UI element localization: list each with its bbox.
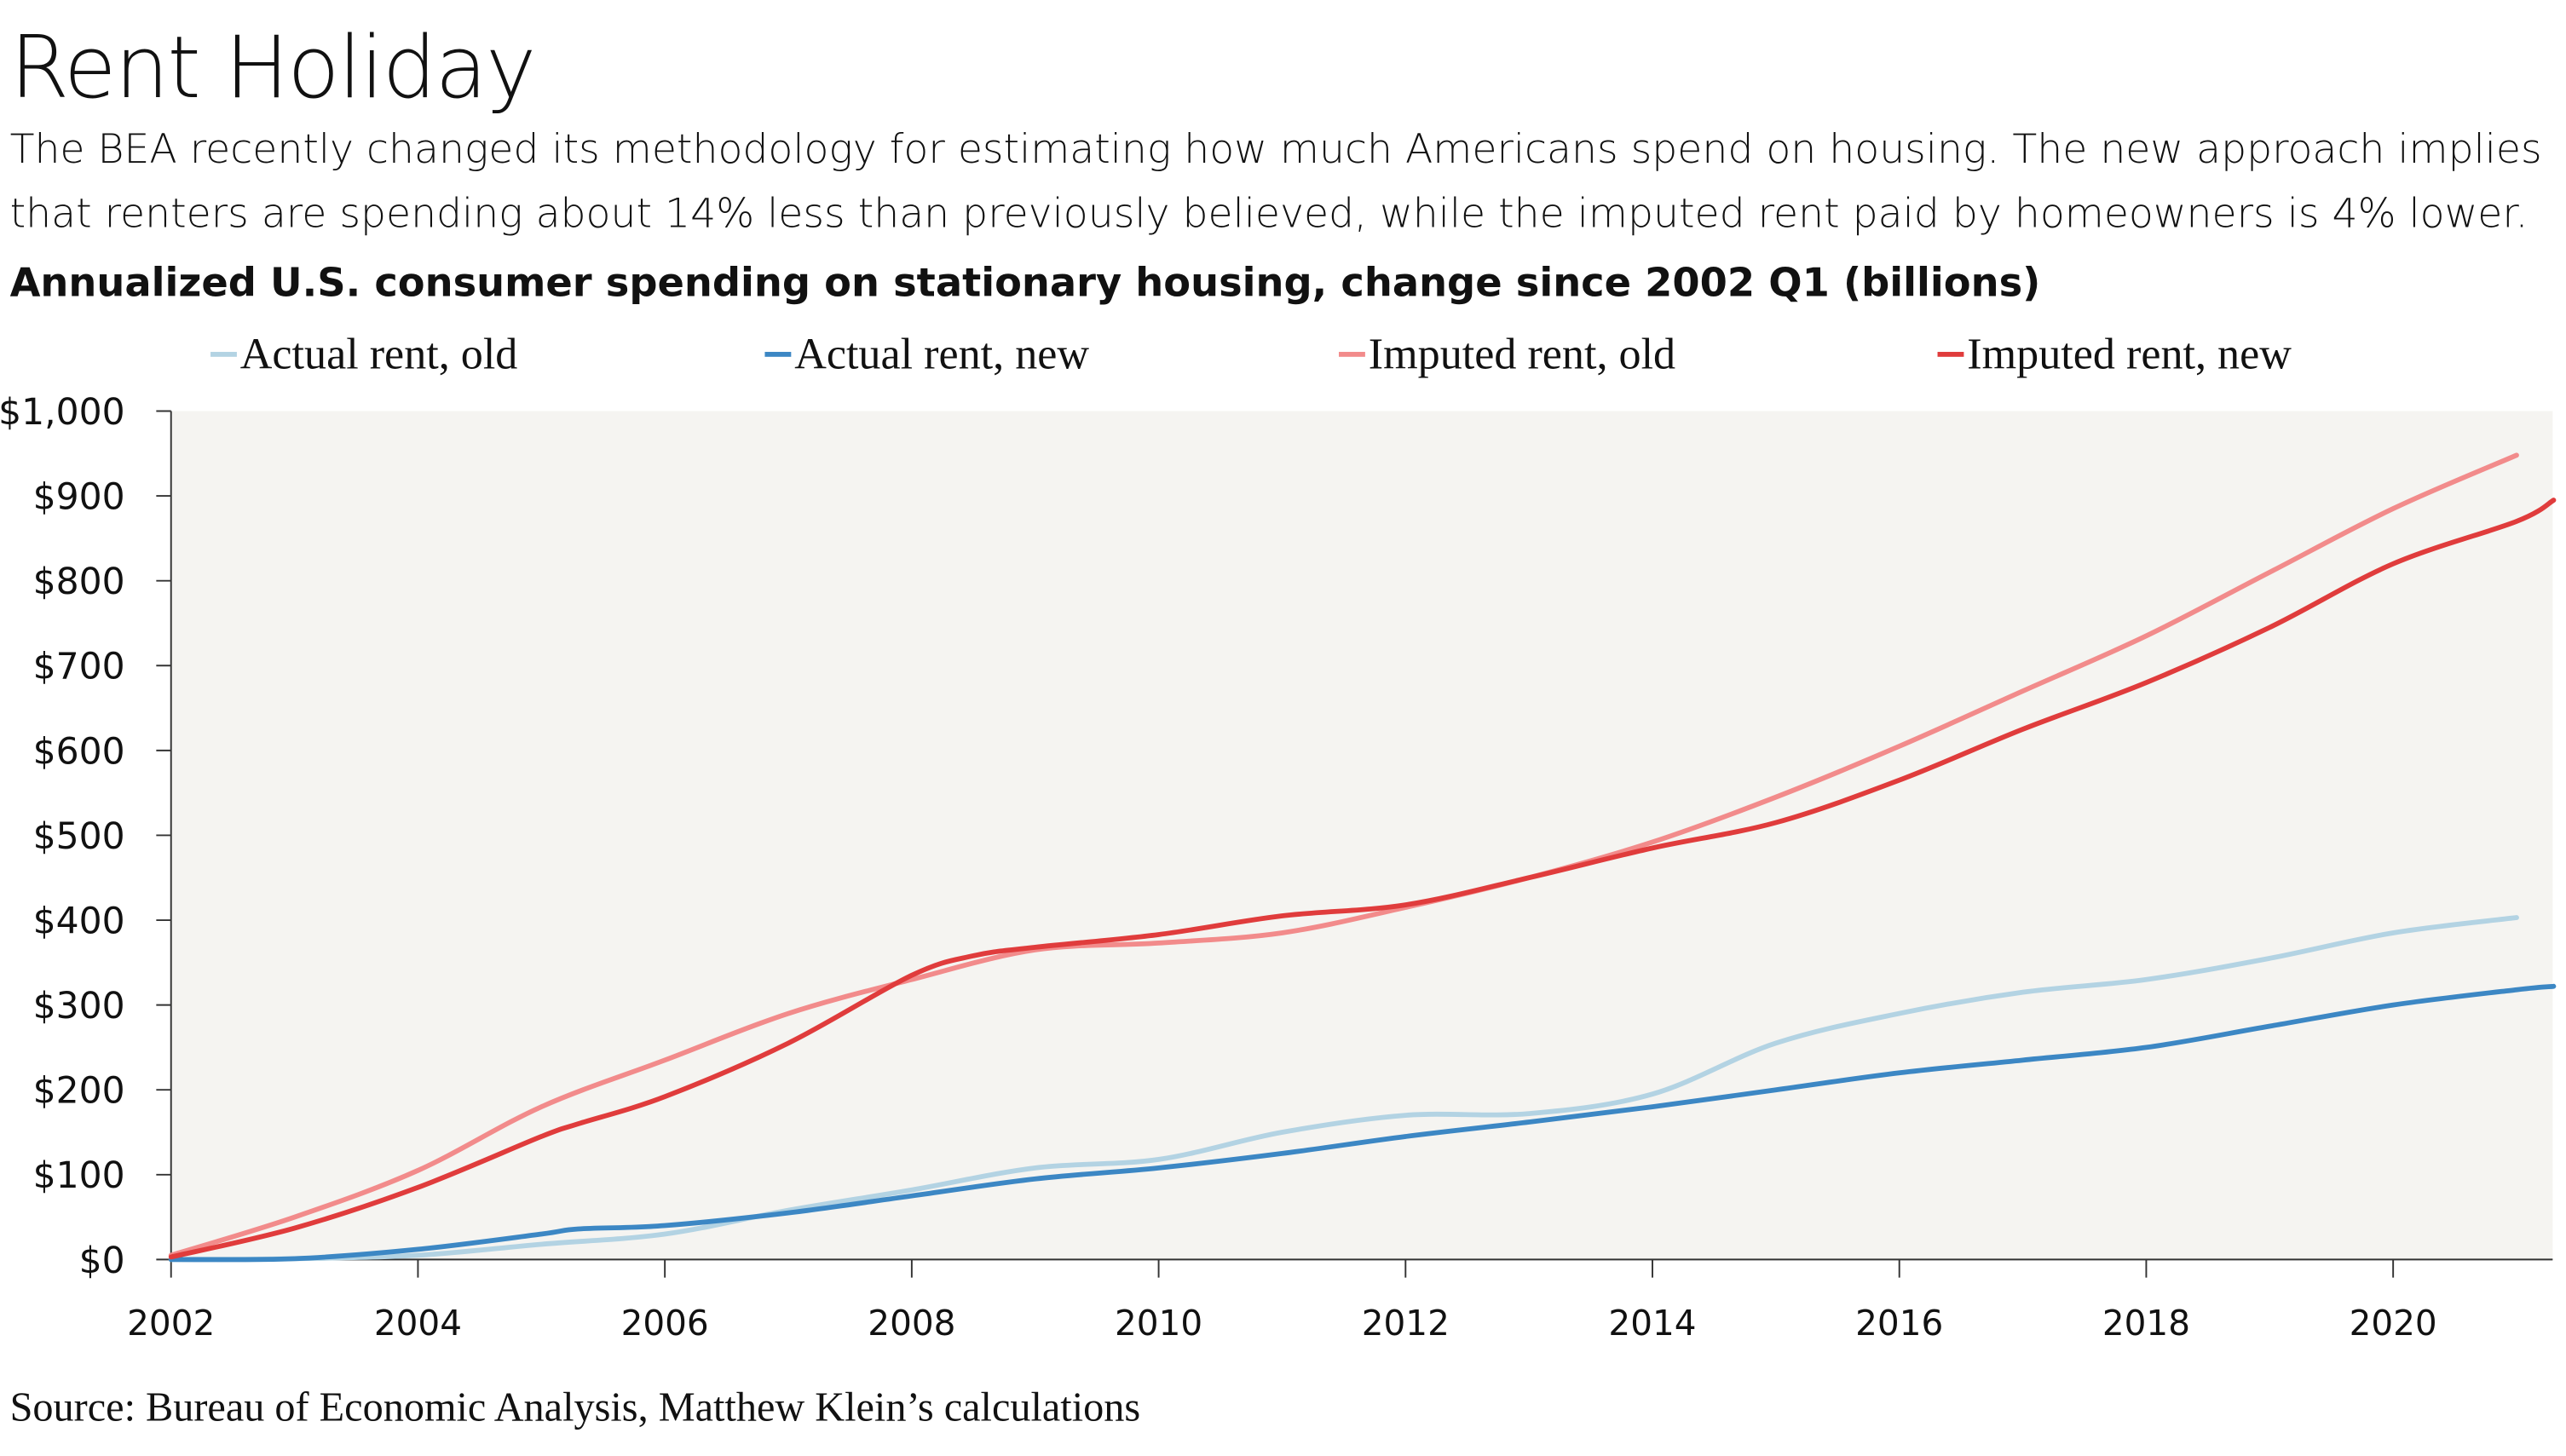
y-tick-label: $800: [33, 561, 125, 603]
series-line-imputed-rent-old: [168, 452, 2519, 1258]
x-tick-label: 2020: [2350, 1303, 2437, 1344]
x-tick-label: 2012: [1362, 1303, 1450, 1344]
y-tick-label: $900: [33, 477, 125, 519]
x-tick-label: 2004: [374, 1303, 462, 1344]
x-tick-label: 2018: [2102, 1303, 2190, 1344]
series-line-actual-rent-old: [168, 915, 2519, 1263]
page-title: Rent Holiday: [9, 20, 537, 118]
x-tick-label: 2010: [1115, 1303, 1202, 1344]
y-tick-label: $300: [33, 986, 125, 1027]
legend-label: Actual rent, old: [239, 329, 518, 378]
legend-item-actual-new: Actual rent, new: [764, 329, 1089, 380]
plot-background: [170, 411, 2553, 1260]
y-tick-label: $700: [33, 647, 125, 688]
source-note: Source: Bureau of Economic Analysis, Mat…: [9, 1385, 1141, 1431]
x-tick-label: 2008: [868, 1303, 955, 1344]
series-line-actual-rent-new: [168, 983, 2557, 1263]
legend-label: Imputed rent, old: [1368, 329, 1676, 378]
legend-item-imputed-new: Imputed rent, new: [1937, 329, 2292, 380]
series-line-imputed-rent-new: [168, 498, 2557, 1260]
legend-swatch: [210, 352, 237, 357]
x-tick-label: 2002: [127, 1303, 215, 1344]
subtitle-line-2: that renters are spending about 14% less…: [9, 188, 2529, 237]
x-tick-label: 2016: [1855, 1303, 1943, 1344]
y-tick-label: $200: [33, 1071, 125, 1113]
legend-item-actual-old: Actual rent, old: [210, 329, 517, 380]
subtitle-line-1: The BEA recently changed its methodology…: [9, 124, 2542, 173]
chart-title: Annualized U.S. consumer spending on sta…: [9, 259, 2041, 306]
legend-swatch: [764, 352, 792, 357]
legend-swatch: [1339, 352, 1365, 357]
legend-item-imputed-old: Imputed rent, old: [1339, 329, 1675, 380]
y-tick-label: $400: [33, 901, 125, 942]
y-tick-label: $600: [33, 731, 125, 773]
y-tick-label: $500: [33, 816, 125, 858]
y-tick-label: $0: [79, 1240, 125, 1282]
legend-swatch: [1937, 352, 1964, 357]
legend-label: Actual rent, new: [794, 329, 1090, 378]
x-tick-label: 2006: [621, 1303, 709, 1344]
y-tick-label: $1,000: [0, 392, 125, 434]
legend-label: Imputed rent, new: [1967, 329, 2292, 378]
x-tick-label: 2014: [1608, 1303, 1696, 1344]
y-tick-label: $100: [33, 1155, 125, 1197]
